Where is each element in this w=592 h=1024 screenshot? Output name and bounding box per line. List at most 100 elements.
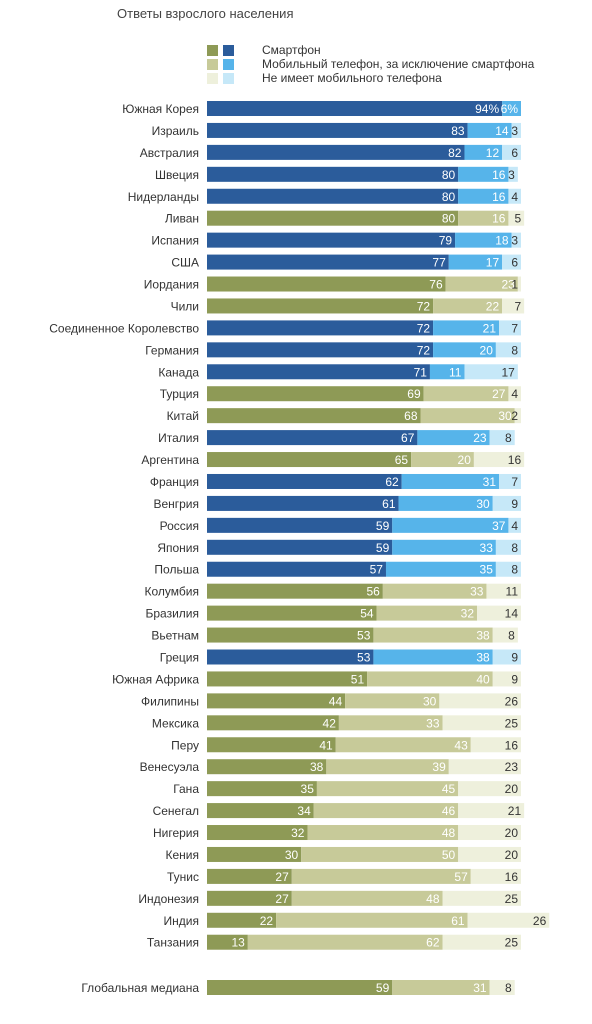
bar-segment xyxy=(464,364,518,380)
data-label: 48 xyxy=(426,892,440,906)
bar-segment xyxy=(207,144,465,160)
bar-segment xyxy=(442,890,521,906)
country-label: США xyxy=(171,256,199,270)
country-label: Россия xyxy=(160,519,199,533)
data-label: 57 xyxy=(370,563,384,577)
bar-segment xyxy=(470,868,521,884)
bar-segment xyxy=(382,583,487,599)
bar-segment xyxy=(392,539,496,555)
legend-label: Не имеет мобильного телефона xyxy=(262,71,442,85)
data-label: 56 xyxy=(366,585,380,599)
country-label: Индия xyxy=(164,914,199,928)
country-label: Аргентина xyxy=(141,453,199,467)
data-label: 8 xyxy=(508,629,515,643)
data-label: 77 xyxy=(432,256,446,270)
country-label: Италия xyxy=(158,431,199,445)
bar-segment xyxy=(508,517,521,533)
bar-segment xyxy=(464,144,503,160)
data-label: 22 xyxy=(486,299,500,313)
data-label: 94% xyxy=(475,102,499,116)
bar-segment xyxy=(326,759,449,775)
data-label: 3 xyxy=(508,168,515,182)
country-label: Индонезия xyxy=(138,892,199,906)
bar-segment xyxy=(207,649,374,665)
data-label: 7 xyxy=(511,321,518,335)
data-label: 16 xyxy=(492,190,506,204)
data-label: 76 xyxy=(429,278,443,292)
bar-segment xyxy=(207,737,336,753)
data-label: 27 xyxy=(492,387,506,401)
country-label: Южная Африка xyxy=(112,672,199,686)
data-label: 8 xyxy=(511,541,518,555)
bar-segment xyxy=(207,320,434,336)
data-label: 42 xyxy=(323,716,337,730)
bar-segment xyxy=(458,825,521,841)
bar-segment xyxy=(207,759,327,775)
bar-segment xyxy=(458,781,521,797)
data-label: 27 xyxy=(275,892,289,906)
bar-segment xyxy=(433,320,500,336)
bar-segment xyxy=(445,276,518,292)
bar-segment xyxy=(439,693,521,709)
bar-segment xyxy=(502,144,521,160)
bar-segment xyxy=(442,715,521,731)
bar-segment xyxy=(417,430,490,446)
country-label: Перу xyxy=(171,738,199,752)
data-label: 11 xyxy=(449,365,462,379)
legend-label: Мобильный телефон, за исключение смартфо… xyxy=(262,57,535,71)
data-label: 18 xyxy=(495,234,509,248)
data-label: 39 xyxy=(432,760,446,774)
data-label: 34 xyxy=(297,804,311,818)
bar-segment xyxy=(316,781,459,797)
bar-segment xyxy=(502,254,521,270)
bar-segment xyxy=(492,627,518,643)
bar-segment xyxy=(458,166,509,182)
data-label: 41 xyxy=(319,738,333,752)
bar-segment xyxy=(458,846,521,862)
bar-segment xyxy=(207,781,317,797)
bar-segment xyxy=(489,980,515,995)
country-label: Израиль xyxy=(152,124,199,138)
bar-segment xyxy=(291,868,471,884)
data-label: 25 xyxy=(505,716,519,730)
bar-segment xyxy=(207,210,459,226)
bar-segment xyxy=(207,166,459,182)
legend-swatch-blue xyxy=(223,59,234,70)
bar-segment xyxy=(207,430,418,446)
data-label: 16 xyxy=(505,738,519,752)
bar-segment xyxy=(433,298,503,314)
data-label: 80 xyxy=(442,168,456,182)
data-label: 37 xyxy=(492,519,506,533)
country-label: Греция xyxy=(160,651,199,665)
data-label: 35 xyxy=(301,782,315,796)
data-label: 25 xyxy=(505,936,519,950)
bar-segment xyxy=(376,605,478,621)
bar-segment xyxy=(467,122,512,138)
bar-segment xyxy=(508,210,525,226)
country-label: Вьетнам xyxy=(151,629,199,643)
bar-segment xyxy=(502,101,521,116)
data-label: 20 xyxy=(505,782,519,796)
bar-segment xyxy=(276,912,468,928)
bar-segment xyxy=(207,890,292,906)
data-label: 59 xyxy=(376,981,390,995)
data-label: 51 xyxy=(351,672,365,686)
bar-segment xyxy=(207,671,368,687)
bar-segment xyxy=(495,539,521,555)
country-label: Колумбия xyxy=(145,585,199,599)
data-label: 20 xyxy=(458,453,472,467)
data-label: 50 xyxy=(442,848,456,862)
data-label: 33 xyxy=(480,541,494,555)
bar-segment xyxy=(307,825,459,841)
country-label: Нидерланды xyxy=(128,190,199,204)
bar-segment xyxy=(207,627,374,643)
data-label: 53 xyxy=(357,629,371,643)
bar-segment xyxy=(517,276,521,292)
country-label: Сенегал xyxy=(153,804,199,818)
bar-segment xyxy=(207,803,314,819)
bar-segment xyxy=(207,254,449,270)
bar-segment xyxy=(508,386,521,402)
bar-segment xyxy=(442,934,521,950)
bar-segment xyxy=(207,495,399,511)
data-label: 14 xyxy=(495,124,509,138)
